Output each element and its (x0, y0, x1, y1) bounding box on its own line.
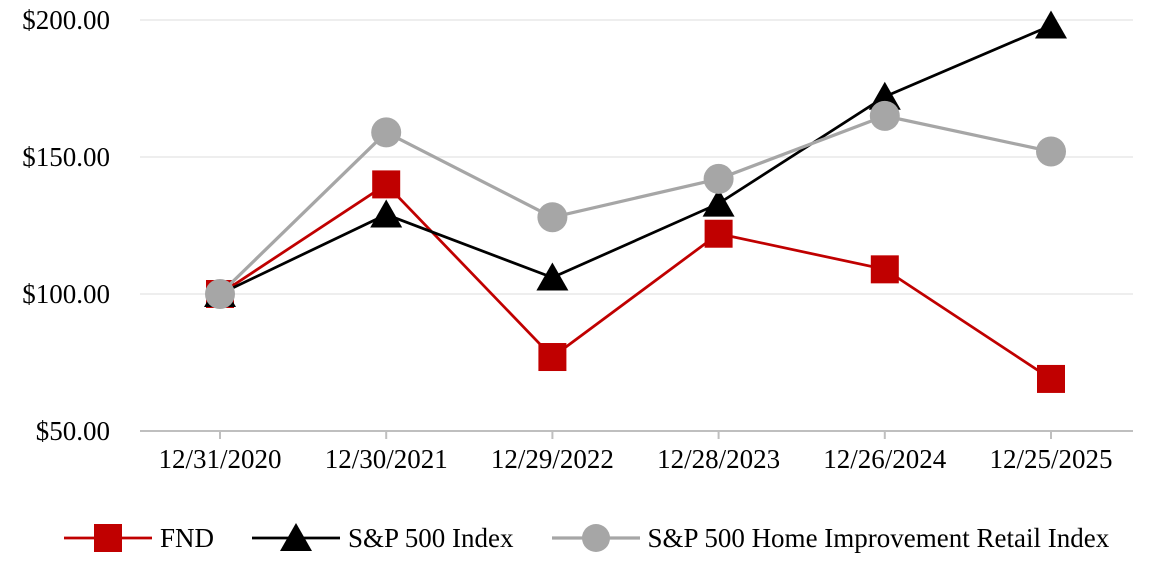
data-point-triangle-marker (536, 262, 569, 291)
x-axis-tick-label: 12/25/2025 (989, 444, 1112, 474)
data-point-circle-marker (703, 163, 734, 194)
x-axis-tick-label: 12/28/2023 (657, 444, 780, 474)
chart-legend: FND S&P 500 Index S&P 500 Home Improvement… (64, 508, 1109, 568)
data-point-triangle-marker (1035, 10, 1067, 39)
x-axis-tick-label: 12/26/2024 (823, 444, 947, 474)
y-axis-tick-label: $200.00 (22, 5, 110, 35)
y-axis-tick-label: $50.00 (36, 416, 110, 446)
series-line (218, 114, 1052, 296)
data-point-circle-marker (371, 117, 402, 148)
data-point-circle-marker (205, 279, 235, 309)
legend-item-s-p-500-index: S&P 500 Index (252, 518, 514, 558)
data-point-square-marker (1037, 364, 1065, 393)
legend-item-s-p-500-home-improvement-retail-index: S&P 500 Home Improvement Retail Index (551, 518, 1110, 558)
y-axis-tick-label: $150.00 (22, 142, 110, 172)
legend-circle-key-icon (551, 524, 640, 552)
legend-item-fnd: FND (64, 518, 214, 558)
data-point-triangle-marker (702, 188, 735, 217)
data-point-triangle-marker (868, 81, 901, 110)
y-axis-tick-label: $100.00 (22, 279, 110, 309)
data-point-circle-marker (537, 202, 568, 233)
data-point-square-marker (870, 255, 899, 284)
series-line (219, 182, 1052, 381)
data-point-circle-marker (1036, 136, 1066, 167)
legend-square-key-icon (64, 524, 152, 552)
legend-label: FND (160, 522, 215, 553)
data-point-square-marker (372, 170, 401, 199)
x-axis-tick-label: 12/31/2020 (158, 444, 281, 474)
series-line (219, 24, 1052, 296)
line-chart-canvas: $50.00 $100.00 $150.00 $200.00 12/31/2020 12/… (22, 5, 1133, 474)
legend-label: S&P 500 Index (348, 522, 514, 553)
x-axis-tick-label: 12/30/2021 (325, 444, 448, 474)
data-point-triangle-marker (370, 199, 403, 228)
x-axis-tick-label: 12/29/2022 (491, 444, 614, 474)
legend-triangle-key-icon (252, 523, 341, 551)
data-point-circle-marker (869, 100, 900, 131)
data-point-square-marker (538, 343, 567, 372)
legend-label: S&P 500 Home Improvement Retail Index (647, 522, 1110, 553)
data-point-square-marker (704, 219, 733, 248)
